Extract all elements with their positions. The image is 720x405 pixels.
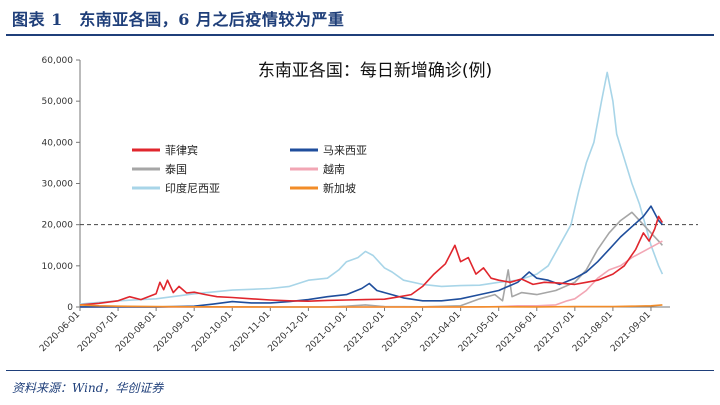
footer-divider [6,370,714,371]
series-line-1 [79,215,664,306]
legend-label: 泰国 [165,162,187,176]
y-tick-label: 20,000 [42,221,74,231]
figure-title: 图表 1 东南亚各国，6 月之后疫情较为严重 [12,10,345,29]
y-tick-label: 0 [67,303,73,313]
legend-label: 菲律宾 [165,143,198,157]
header-divider [6,34,714,36]
y-tick-label: 30,000 [42,180,74,190]
legend-label: 新加坡 [323,181,356,195]
legend-label: 越南 [323,162,345,176]
x-tick-label: 2021-09-01 [609,310,653,354]
series-line-2 [79,205,663,308]
series-line-6 [79,304,663,308]
source-note: 资料来源：Wind，华创证券 [12,381,164,395]
legend-label: 马来西亚 [323,144,367,157]
y-tick-label: 50,000 [42,97,74,107]
chart-title: 东南亚各国：每日新增确诊(例) [258,61,492,81]
chart-axes: 0 10,000 20,000 30,000 40,000 50,000 60,000 202… [38,56,698,354]
series-line-3 [79,211,663,308]
y-tick-label: 40,000 [42,138,74,148]
chart-series [79,71,664,308]
legend-label: 印度尼西亚 [165,181,220,195]
line-chart: 东南亚各国：每日新增确诊(例) 0 10,000 20,000 30,000 40,00… [38,56,698,354]
series-line-5 [79,71,664,305]
figure-header: 图表 1 东南亚各国，6 月之后疫情较为严重 [0,0,720,34]
y-tick-label: 60,000 [42,56,74,66]
y-tick-label: 10,000 [42,262,74,272]
